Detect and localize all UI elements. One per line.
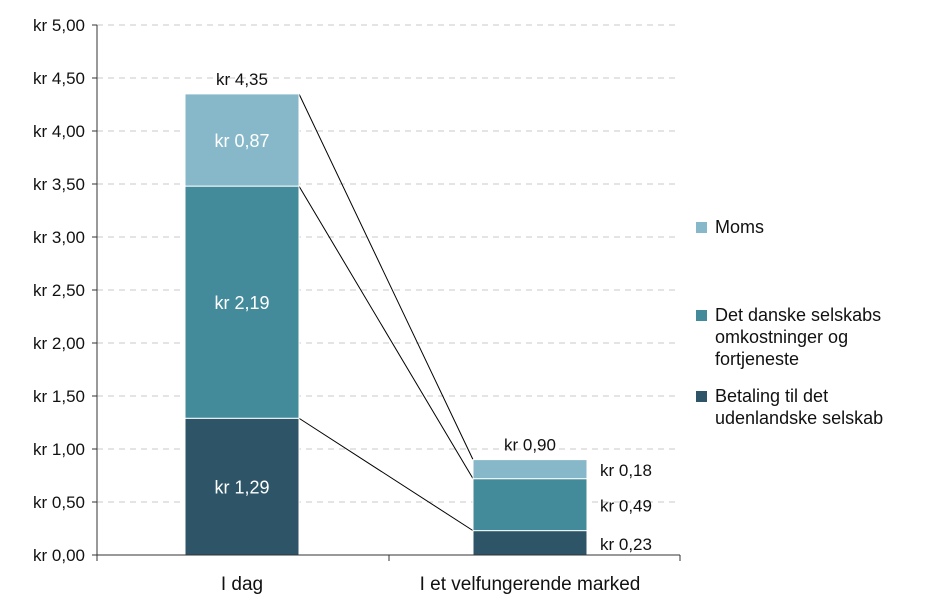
y-tick-label: kr 3,00 xyxy=(33,228,85,247)
segment-value-label: kr 1,29 xyxy=(214,478,269,498)
legend-item: Betaling til det udenlandske selskab xyxy=(696,385,928,429)
bars xyxy=(184,93,588,556)
bar-segment xyxy=(472,530,588,556)
y-tick-label: kr 2,00 xyxy=(33,334,85,353)
legend-item: Moms xyxy=(696,216,928,238)
bar-segment xyxy=(184,185,300,419)
connector-line xyxy=(298,185,474,479)
legend: Moms Det danske selskabs omkostninger og … xyxy=(696,0,928,599)
bar-segment xyxy=(472,478,588,532)
axes: kr 0,00 kr 0,50 kr 1,00 kr 1,50 kr 2,00 kr 2,… xyxy=(33,16,681,595)
legend-swatch xyxy=(696,310,707,321)
y-tick-label: kr 1,50 xyxy=(33,387,85,406)
data-labels: kr 1,29 kr 2,19 kr 0,87 kr 0,23 kr 0,49 kr 0,… xyxy=(214,70,652,554)
legend-label: Betaling til det udenlandske selskab xyxy=(715,386,884,428)
x-category-label: I dag xyxy=(221,574,263,595)
legend-label: Det danske selskabs omkostninger og fort… xyxy=(715,305,882,369)
y-tick-label: kr 0,00 xyxy=(33,546,85,565)
legend-swatch xyxy=(696,391,707,402)
y-tick-label: kr 1,00 xyxy=(33,440,85,459)
legend-item: Det danske selskabs omkostninger og fort… xyxy=(696,304,928,370)
segment-value-label: kr 2,19 xyxy=(214,293,269,313)
connector-line xyxy=(298,417,474,532)
y-tick-label: kr 0,50 xyxy=(33,493,85,512)
gridlines xyxy=(97,24,680,503)
segment-value-label: kr 0,87 xyxy=(214,131,269,151)
segment-value-label: kr 0,23 xyxy=(600,535,652,554)
y-tick-label: kr 2,50 xyxy=(33,281,85,300)
connector-line xyxy=(298,93,474,460)
y-tick-label: kr 4,00 xyxy=(33,122,85,141)
y-tick-label: kr 4,50 xyxy=(33,69,85,88)
y-tick-label: kr 3,50 xyxy=(33,175,85,194)
legend-label: Moms xyxy=(715,217,764,237)
total-value-label: kr 0,90 xyxy=(504,436,556,455)
connector-lines xyxy=(298,93,474,532)
x-category-label: I et velfungerende marked xyxy=(420,574,641,595)
y-tick-label: kr 5,00 xyxy=(33,16,85,35)
bar-segment xyxy=(184,93,300,187)
segment-value-label: kr 0,49 xyxy=(600,497,652,516)
total-value-label: kr 4,35 xyxy=(216,70,268,89)
legend-swatch xyxy=(696,222,707,233)
bar-segment xyxy=(472,459,588,480)
segment-value-label: kr 0,18 xyxy=(600,461,652,480)
